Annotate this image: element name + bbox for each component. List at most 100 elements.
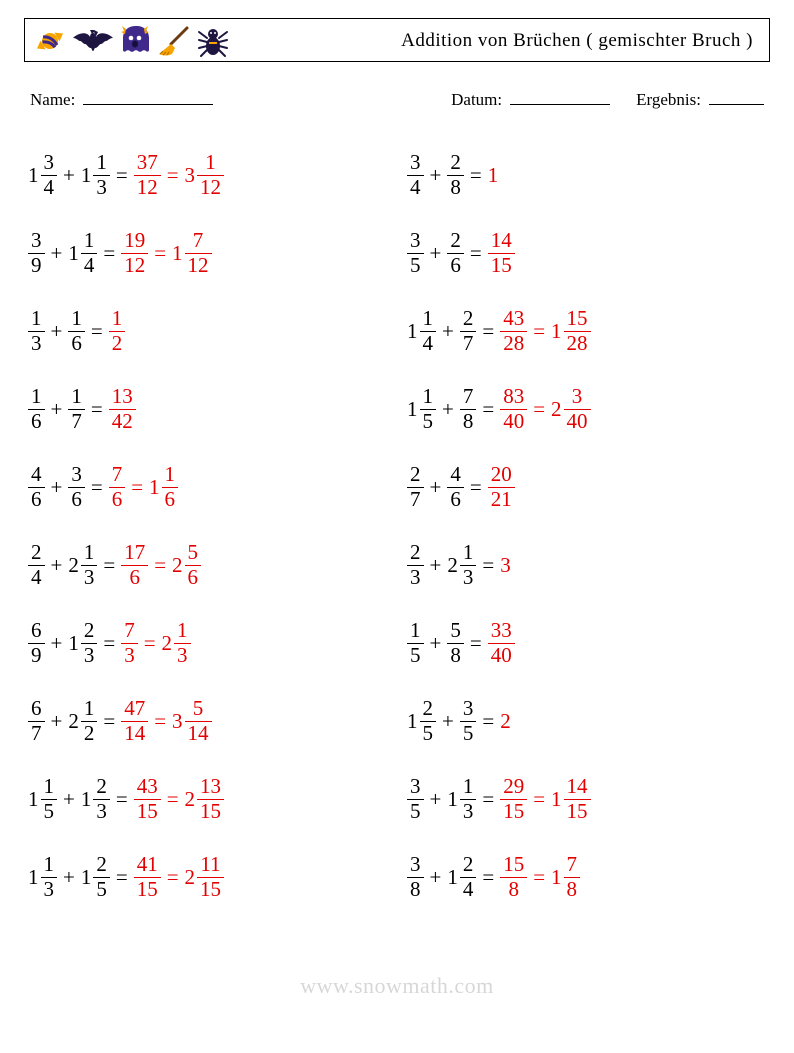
problem-row: 15+58=3340 <box>403 604 770 682</box>
denominator: 21 <box>488 489 515 511</box>
result-field[interactable] <box>709 90 764 105</box>
numerator: 2 <box>447 230 464 252</box>
equals-sign: = <box>464 243 488 264</box>
name-field[interactable] <box>83 90 213 105</box>
whole-part: 1 <box>407 399 420 420</box>
numerator: 2 <box>407 464 424 486</box>
mixed-number: 178 <box>551 854 580 901</box>
integer-result: 3 <box>500 555 513 576</box>
fraction: 15 <box>41 776 58 823</box>
numerator: 5 <box>447 620 464 642</box>
equals-sign: = <box>161 789 185 810</box>
fraction: 4328 <box>500 308 527 355</box>
numerator: 2 <box>407 542 424 564</box>
mixed-number: 11415 <box>551 776 591 823</box>
fraction: 4714 <box>121 698 148 745</box>
fraction: 23 <box>407 542 424 589</box>
whole-part: 2 <box>68 555 81 576</box>
whole-part: 1 <box>28 789 41 810</box>
fraction: 35 <box>407 230 424 277</box>
numerator: 3 <box>407 152 424 174</box>
fraction: 12 <box>81 698 98 745</box>
denominator: 5 <box>407 645 424 667</box>
plus-sign: + <box>45 321 69 342</box>
mixed-number: 213 <box>68 542 97 589</box>
fraction: 36 <box>68 464 85 511</box>
numerator: 13 <box>197 776 224 798</box>
fraction: 4315 <box>134 776 161 823</box>
denominator: 8 <box>564 879 581 901</box>
fraction: 2021 <box>488 464 515 511</box>
denominator: 12 <box>134 177 161 199</box>
problems-grid: 134+113=3712=311239+114=1912=171213+16=1… <box>24 136 770 916</box>
denominator: 3 <box>460 567 477 589</box>
denominator: 5 <box>420 411 437 433</box>
mixed-number: 21115 <box>185 854 225 901</box>
numerator: 2 <box>460 308 477 330</box>
numerator: 1 <box>68 386 85 408</box>
fraction: 1528 <box>564 308 591 355</box>
problem-row: 16+17=1342 <box>24 370 391 448</box>
plus-sign: + <box>436 321 460 342</box>
denominator: 15 <box>134 879 161 901</box>
denominator: 3 <box>460 801 477 823</box>
numerator: 1 <box>81 230 98 252</box>
numerator: 41 <box>134 854 161 876</box>
denominator: 8 <box>460 411 477 433</box>
fraction: 23 <box>81 620 98 667</box>
denominator: 4 <box>460 879 477 901</box>
mixed-number: 1712 <box>172 230 212 277</box>
mixed-number: 114 <box>68 230 97 277</box>
mixed-number: 212 <box>68 698 97 745</box>
mixed-number: 213 <box>447 542 476 589</box>
denominator: 7 <box>68 411 85 433</box>
problem-row: 115+123=4315=21315 <box>24 760 391 838</box>
denominator: 14 <box>121 723 148 745</box>
mixed-number: 115 <box>407 386 436 433</box>
equals-sign: = <box>464 165 488 186</box>
fraction: 58 <box>447 620 464 667</box>
fraction: 13 <box>174 620 191 667</box>
problem-row: 38+124=158=178 <box>403 838 770 916</box>
numerator: 29 <box>500 776 527 798</box>
numerator: 3 <box>569 386 586 408</box>
numerator: 6 <box>28 620 45 642</box>
fraction: 158 <box>500 854 527 901</box>
denominator: 7 <box>460 333 477 355</box>
whole-part: 1 <box>551 789 564 810</box>
mixed-number: 134 <box>28 152 57 199</box>
numerator: 5 <box>185 542 202 564</box>
whole-part: 2 <box>185 789 198 810</box>
equals-sign: = <box>110 789 134 810</box>
fraction: 78 <box>460 386 477 433</box>
fraction: 514 <box>185 698 212 745</box>
numerator: 37 <box>134 152 161 174</box>
denominator: 6 <box>126 567 143 589</box>
denominator: 6 <box>68 489 85 511</box>
numerator: 2 <box>81 620 98 642</box>
denominator: 3 <box>121 645 138 667</box>
denominator: 5 <box>41 801 58 823</box>
numerator: 1 <box>162 464 179 486</box>
plus-sign: + <box>57 789 81 810</box>
fraction: 35 <box>460 698 477 745</box>
whole-part: 1 <box>172 243 185 264</box>
plus-sign: + <box>45 477 69 498</box>
denominator: 5 <box>93 879 110 901</box>
equals-sign: = <box>110 867 134 888</box>
whole-part: 2 <box>162 633 175 654</box>
equals-sign: = <box>97 243 121 264</box>
whole-part: 2 <box>185 867 198 888</box>
problem-row: 24+213=176=256 <box>24 526 391 604</box>
date-field[interactable] <box>510 90 610 105</box>
numerator: 5 <box>190 698 207 720</box>
plus-sign: + <box>424 867 448 888</box>
denominator: 3 <box>93 177 110 199</box>
denominator: 6 <box>447 489 464 511</box>
problem-row: 46+36=76=116 <box>24 448 391 526</box>
denominator: 2 <box>81 723 98 745</box>
denominator: 15 <box>197 879 224 901</box>
plus-sign: + <box>45 555 69 576</box>
equals-sign: = <box>476 399 500 420</box>
denominator: 8 <box>505 879 522 901</box>
